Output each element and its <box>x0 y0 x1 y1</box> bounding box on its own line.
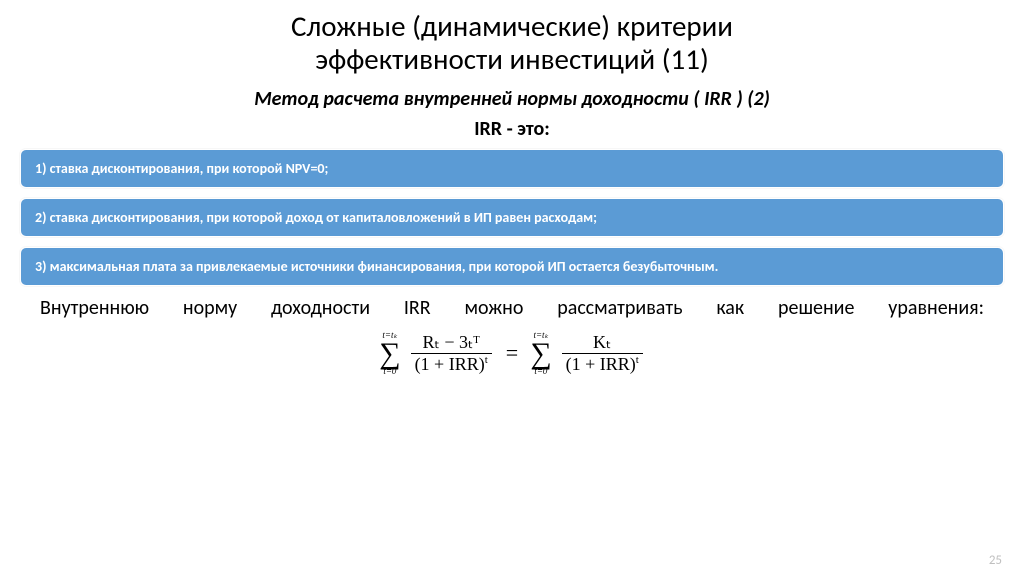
irr-label: IRR - это: <box>0 117 1024 141</box>
fraction-right-den: (1 + IRR)t <box>562 355 643 374</box>
definition-box-3: 3) максимальная плата за привлекаемые ис… <box>20 247 1004 286</box>
sum-right-lower: t=0 <box>534 367 547 376</box>
equals-sign: = <box>502 340 522 366</box>
sigma-icon: ∑ <box>530 340 551 367</box>
title-line-1: Сложные (динамические) критерии <box>291 8 733 44</box>
equation-intro: Внутреннюю норму доходности IRR можно ра… <box>40 296 984 320</box>
definition-box-2: 2) ставка дисконтирования, при которой д… <box>20 198 1004 237</box>
page-number: 25 <box>989 553 1002 568</box>
definition-box-1: 1) ставка дисконтирования, при которой N… <box>20 149 1004 188</box>
fraction-left-den: (1 + IRR)t <box>411 355 492 374</box>
slide-title: Сложные (динамические) критерии эффектив… <box>0 0 1024 77</box>
fraction-right: Kₜ (1 + IRR)t <box>562 333 643 374</box>
sum-left-lower: t=0 <box>383 367 396 376</box>
slide: Сложные (динамические) критерии эффектив… <box>0 0 1024 576</box>
sum-left: t=tₖ ∑ t=0 <box>379 331 400 376</box>
title-line-2: эффективности инвестиций (11) <box>315 41 709 77</box>
fraction-left: Rₜ − 3ₜᵀ (1 + IRR)t <box>411 333 492 374</box>
fraction-left-num: Rₜ − 3ₜᵀ <box>419 333 484 352</box>
formula: t=tₖ ∑ t=0 Rₜ − 3ₜᵀ (1 + IRR)t = t=tₖ ∑ … <box>0 324 1024 376</box>
sigma-icon: ∑ <box>379 340 400 367</box>
sum-right: t=tₖ ∑ t=0 <box>530 331 551 376</box>
definition-boxes: 1) ставка дисконтирования, при которой N… <box>20 149 1004 286</box>
fraction-right-num: Kₜ <box>589 333 615 352</box>
subtitle: Метод расчета внутренней нормы доходност… <box>0 87 1024 111</box>
